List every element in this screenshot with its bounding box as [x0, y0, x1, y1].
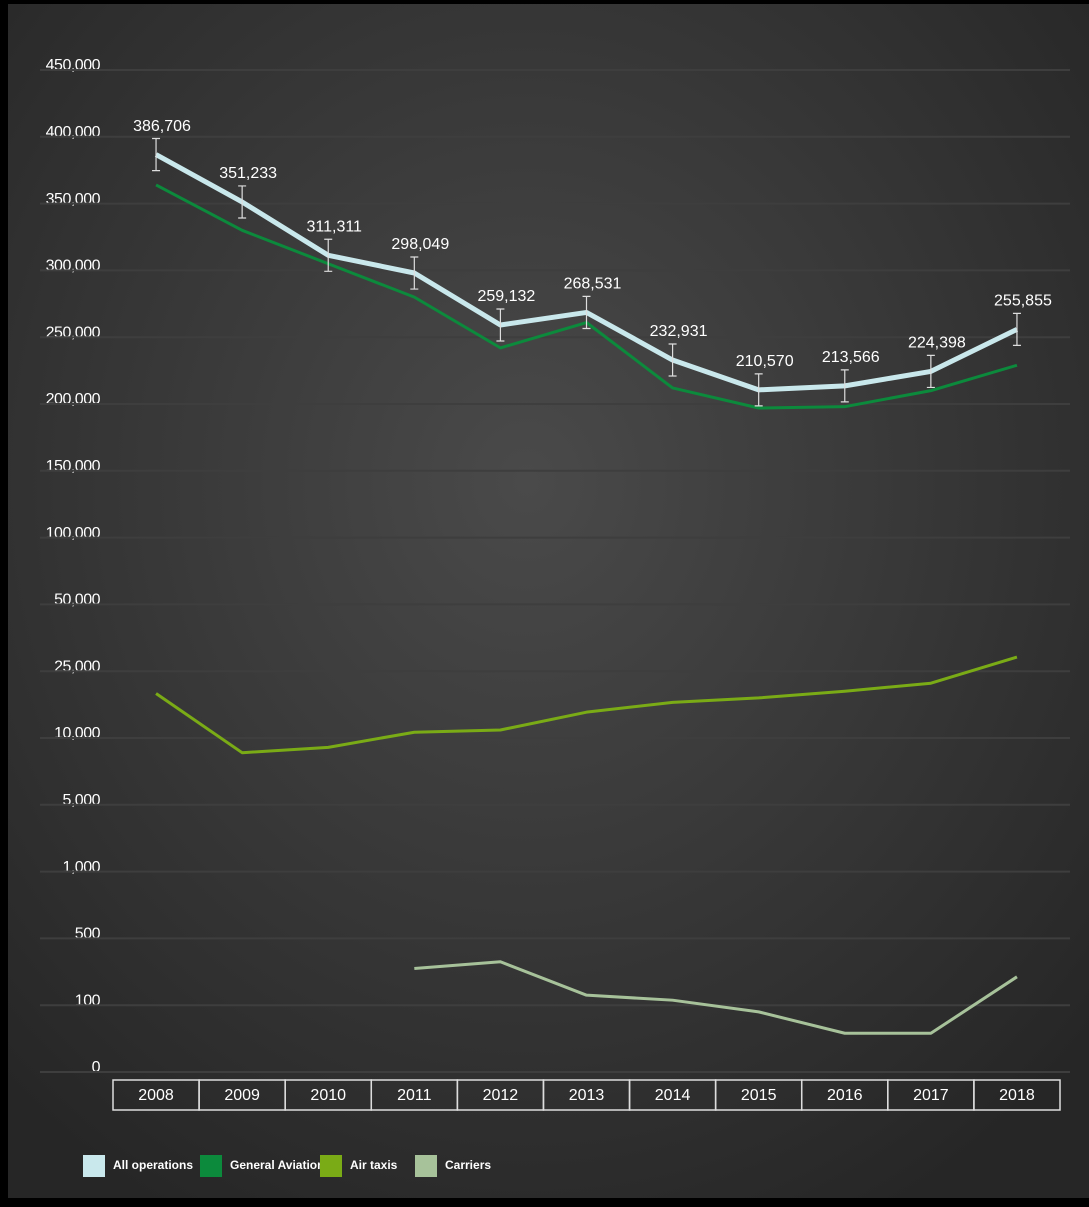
x-category-cell [973, 1079, 1061, 1111]
legend-label: Carriers [445, 1158, 491, 1172]
y-tick-label: 5,000 [62, 792, 100, 809]
data-label: 298,049 [391, 236, 449, 253]
x-tick-label: 2017 [913, 1087, 949, 1104]
legend-swatch [320, 1155, 342, 1177]
data-label: 255,855 [994, 293, 1052, 310]
data-label: 213,566 [822, 349, 880, 366]
data-label: 224,398 [908, 335, 966, 352]
x-tick-label: 2015 [741, 1087, 777, 1104]
x-tick-label: 2018 [999, 1087, 1035, 1104]
legend-label: General Aviation [230, 1158, 324, 1172]
x-tick-label: 2010 [310, 1087, 346, 1104]
x-tick-label: 2009 [224, 1087, 260, 1104]
y-tick-label: 150,000 [46, 458, 101, 475]
data-label: 351,233 [219, 165, 277, 182]
x-tick-label: 2013 [569, 1087, 605, 1104]
data-label: 259,132 [477, 288, 535, 305]
x-tick-label: 2012 [483, 1087, 519, 1104]
error-bar [496, 308, 505, 342]
x-tick-label: 2011 [397, 1087, 432, 1104]
error-bar [582, 295, 591, 330]
data-label: 311,311 [306, 219, 362, 236]
error-bar [152, 137, 161, 172]
y-tick-label: 200,000 [46, 391, 101, 408]
y-tick-label: 10,000 [54, 725, 101, 742]
error-bar [238, 185, 247, 219]
y-tick-label: 350,000 [46, 191, 101, 208]
y-tick-label: 300,000 [46, 258, 101, 275]
x-tick-label: 2014 [655, 1087, 691, 1104]
data-label: 232,931 [650, 323, 708, 340]
error-bar [668, 343, 677, 377]
legend-label: Air taxis [350, 1158, 398, 1172]
y-tick-label: 450,000 [46, 57, 101, 74]
error-bar [1012, 312, 1021, 347]
y-tick-label: 100,000 [46, 525, 101, 542]
y-tick-label: 400,000 [46, 124, 101, 141]
y-tick-label: 1,000 [62, 859, 100, 876]
error-bar [324, 238, 333, 272]
data-label: 210,570 [736, 353, 794, 370]
data-label: 268,531 [564, 276, 622, 293]
data-label: 386,706 [133, 118, 191, 135]
error-bar [926, 354, 935, 389]
legend-label: All operations [113, 1158, 193, 1172]
series-line [155, 655, 1018, 755]
y-tick-label: 0 [92, 1059, 101, 1076]
legend-swatch [83, 1155, 105, 1177]
y-tick-label: 500 [75, 926, 101, 943]
error-bar [410, 256, 419, 290]
x-tick-label: 2016 [827, 1087, 863, 1104]
y-tick-label: 25,000 [54, 658, 101, 675]
y-tick-label: 250,000 [46, 324, 101, 341]
y-tick-label: 50,000 [54, 592, 101, 609]
error-bar [840, 369, 849, 403]
y-tick-label: 100 [75, 992, 101, 1009]
legend-swatch [415, 1155, 437, 1177]
background [8, 4, 1089, 1198]
legend-swatch [200, 1155, 222, 1177]
x-tick-label: 2008 [138, 1087, 174, 1104]
error-bar [754, 373, 763, 407]
series-line [414, 960, 1018, 1035]
